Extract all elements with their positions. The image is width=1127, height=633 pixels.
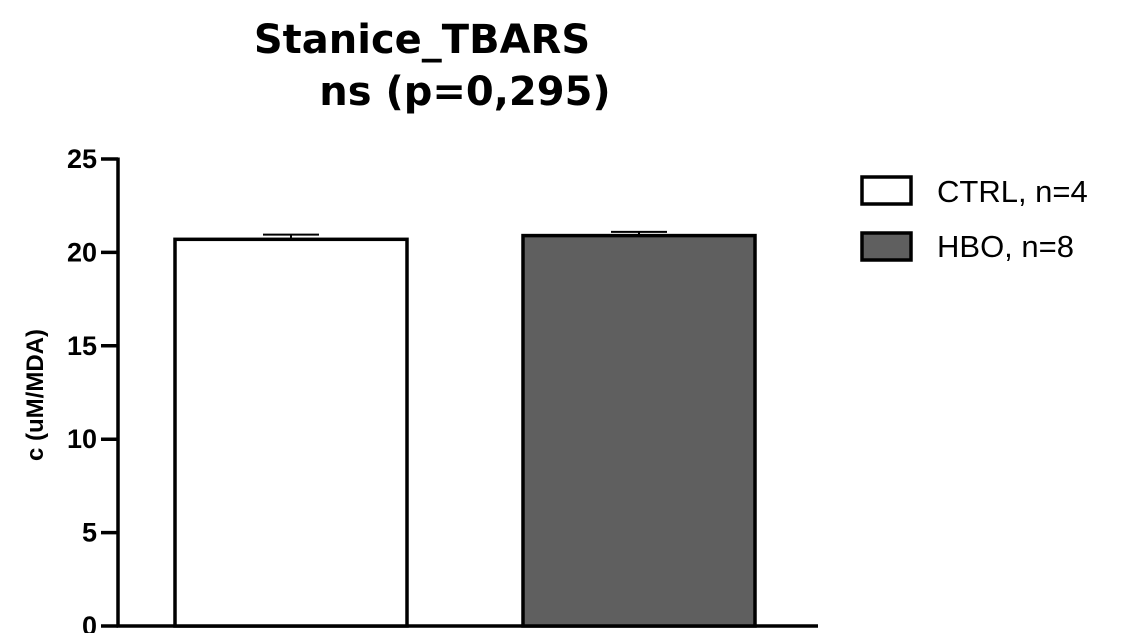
chart-title: Stanice_TBARS — [254, 17, 590, 63]
chart-subtitle: ns (p=0,295) — [319, 69, 610, 115]
y-tick-label: 25 — [67, 144, 97, 174]
y-tick-label: 5 — [82, 518, 97, 548]
legend-label-hbo: HBO, n=8 — [937, 229, 1074, 264]
legend: CTRL, n=4 HBO, n=8 — [860, 174, 1088, 264]
plot-area: 0 5 10 15 20 25 — [67, 144, 818, 633]
legend-swatch-hbo — [860, 231, 913, 262]
bar — [521, 233, 757, 628]
legend-swatch-ctrl — [860, 175, 913, 206]
legend-label-ctrl: CTRL, n=4 — [937, 174, 1088, 209]
y-axis-title: c (uM/MDA) — [22, 329, 49, 461]
bar — [173, 237, 409, 628]
y-tick-label: 20 — [67, 237, 97, 267]
y-tick-label: 10 — [67, 424, 97, 454]
y-tick-label: 15 — [67, 331, 97, 361]
y-tick-label: 0 — [82, 611, 97, 633]
